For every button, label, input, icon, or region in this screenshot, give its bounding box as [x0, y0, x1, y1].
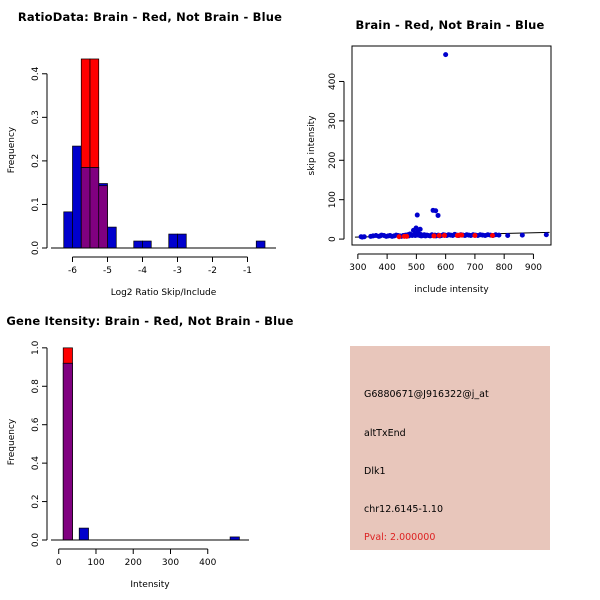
x-tick-label: 600	[437, 263, 454, 273]
histogram-bar-notbrain	[72, 145, 82, 249]
scatter-point-notbrain	[443, 52, 449, 58]
scatter-point-brain	[472, 233, 478, 239]
event-type-text: altTxEnd	[364, 428, 406, 439]
gene-symbol-text: Dlk1	[364, 466, 386, 477]
y-tick-label: 400	[328, 73, 338, 90]
x-tick-label: 300	[162, 558, 179, 568]
y-tick-label: 0.0	[31, 241, 41, 256]
x-tick-label: -6	[68, 266, 77, 276]
histogram-bar-notbrain	[168, 233, 178, 249]
histogram-bar-overlap	[80, 167, 91, 249]
histogram-bar-overlap	[62, 362, 73, 541]
pval-text: Pval: 2.000000	[364, 532, 436, 543]
x-tick-label: 900	[525, 263, 542, 273]
x-tick-label: 400	[379, 263, 396, 273]
histogram-bar-brain	[89, 58, 100, 168]
x-tick-label: -1	[243, 266, 252, 276]
scatter-point-notbrain	[496, 232, 502, 238]
y-axis-label: skip intensity	[307, 115, 317, 176]
histogram-bar-notbrain	[142, 240, 152, 249]
y-tick-label: 200	[328, 151, 338, 168]
histogram-bar-overlap	[89, 167, 100, 249]
scatter-point-brain	[431, 233, 437, 239]
y-tick-label: 0.8	[31, 379, 41, 394]
x-tick-label: 700	[466, 263, 483, 273]
y-tick-label: 0.2	[31, 154, 41, 168]
x-tick-label: 100	[87, 558, 104, 568]
scatter-point-notbrain	[414, 212, 420, 218]
x-axis-label: include intensity	[414, 285, 489, 295]
ratio-histogram-plot: 0.0 0.1 0.2 0.3 0.4 -6 -5 -4 -3 -2 -1 Log2 Ratio Sk…	[7, 58, 276, 298]
y-tick-label: 100	[328, 191, 338, 208]
scatter-point-notbrain	[413, 225, 419, 231]
scatter-group: 0 100 200 300 400 300 400 500 600 700 800 900 includ…	[307, 45, 552, 295]
panel-gene-info: G6880671@J916322@j_at altTxEnd Dlk1 chr1…	[300, 300, 600, 600]
x-tick-label: -2	[208, 266, 217, 276]
y-tick-label: 0.3	[31, 110, 41, 124]
histogram-bar-notbrain	[63, 211, 73, 249]
intensity-scatter-plot: 0 100 200 300 400 300 400 500 600 700 800 900 includ…	[307, 45, 552, 295]
scatter-point-notbrain	[519, 232, 525, 238]
scatter-point-notbrain	[435, 212, 441, 218]
x-tick-label: 800	[496, 263, 513, 273]
x-tick-label: 500	[408, 263, 425, 273]
histogram-bar-notbrain	[78, 527, 89, 541]
x-tick-label: 0	[56, 558, 62, 568]
x-tick-label: -5	[103, 266, 112, 276]
panel-intensity-scatter: Brain - Red, Not Brain - Blue 0 100 200 300…	[300, 0, 600, 300]
scatter-point-notbrain	[433, 208, 439, 214]
histogram-bar-brain	[80, 58, 91, 168]
y-tick-label: 0.6	[31, 417, 41, 432]
y-tick-label: 0.4	[31, 456, 41, 471]
locus-text: chr12.6145-1.10	[364, 504, 444, 515]
histogram-bar-notbrain	[107, 226, 117, 249]
gene-intensity-histogram-title: Gene Itensity: Brain - Red, Not Brain - …	[6, 314, 294, 328]
ratio-histogram-group: 0.0 0.1 0.2 0.3 0.4 -6 -5 -4 -3 -2 -1 Log2 Ratio Sk…	[7, 58, 276, 298]
y-axis-label: Frequency	[7, 418, 17, 465]
y-tick-label: 0.4	[31, 66, 41, 81]
x-axis-label: Intensity	[130, 580, 170, 590]
intensity-scatter-title: Brain - Red, Not Brain - Blue	[355, 18, 545, 32]
x-tick-label: -3	[173, 266, 182, 276]
y-tick-label: 0.0	[31, 533, 41, 548]
gene-info-box: G6880671@J916322@j_at altTxEnd Dlk1 chr1…	[350, 346, 550, 550]
scatter-point-brain	[404, 233, 410, 239]
panel-ratio-histogram: RatioData: Brain - Red, Not Brain - Blue…	[0, 0, 300, 300]
scatter-point-brain	[441, 233, 447, 239]
ratio-histogram-title: RatioData: Brain - Red, Not Brain - Blue	[17, 10, 283, 24]
y-tick-label: 300	[328, 112, 338, 129]
scatter-point-notbrain	[361, 234, 367, 240]
scatter-point-notbrain	[417, 226, 423, 232]
x-tick-label: 400	[199, 558, 216, 568]
y-axis-label: Frequency	[7, 126, 17, 173]
scatter-point-notbrain	[505, 233, 511, 239]
scatter-point-notbrain	[543, 232, 549, 238]
x-tick-label: 200	[125, 558, 142, 568]
x-tick-label: 300	[349, 263, 366, 273]
histogram-bar-brain	[62, 347, 73, 364]
y-tick-label: 0.1	[31, 197, 41, 211]
y-tick-label: 0.2	[31, 494, 41, 508]
y-tick-label: 0	[328, 236, 338, 242]
histogram-bar-overlap	[98, 185, 108, 249]
y-tick-label: 1.0	[31, 340, 41, 355]
probe-id-text: G6880671@J916322@j_at	[364, 389, 489, 400]
panel-gene-intensity-histogram: Gene Itensity: Brain - Red, Not Brain - …	[0, 300, 300, 600]
plot-box-frame	[351, 45, 552, 246]
histogram-bar-notbrain	[177, 233, 187, 249]
histogram-bar-notbrain	[133, 240, 143, 249]
gene-intensity-histogram-plot: 0.0 0.2 0.4 0.6 0.8 1.0 0 100 200 300 400 Intensity…	[7, 340, 249, 590]
histogram-bar-notbrain	[255, 240, 266, 249]
scatter-point-brain	[396, 234, 402, 240]
gene-histogram-group: 0.0 0.2 0.4 0.6 0.8 1.0 0 100 200 300 400 Intensity…	[7, 340, 249, 590]
x-tick-label: -4	[138, 266, 147, 276]
scatter-point-brain	[436, 233, 442, 239]
scatter-point-brain	[489, 233, 495, 239]
x-axis-label: Log2 Ratio Skip/Include	[111, 288, 217, 298]
scatter-point-brain	[459, 232, 465, 238]
